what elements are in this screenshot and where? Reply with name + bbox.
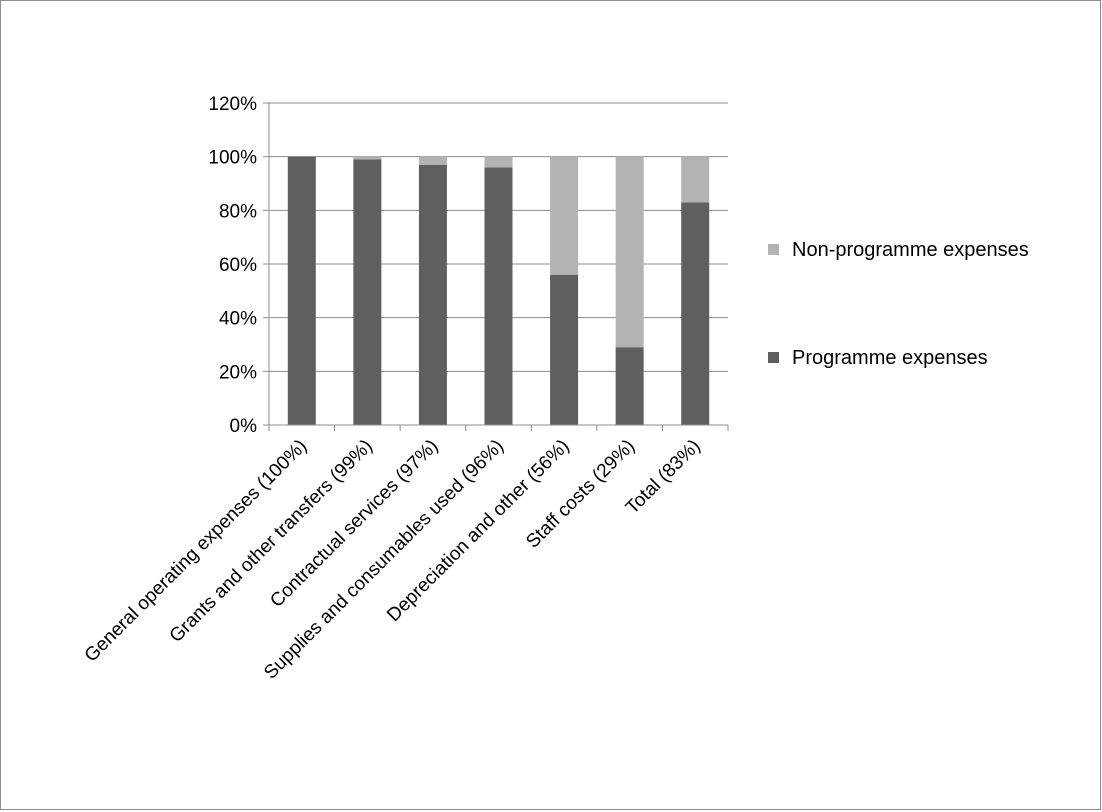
bar-programme — [287, 156, 316, 425]
y-tick-label: 20% — [219, 362, 257, 383]
bar-non-programme — [353, 156, 382, 160]
y-tick-label: 40% — [219, 309, 257, 330]
y-tick-label: 0% — [230, 416, 258, 437]
legend-item: Non-programme expenses — [768, 239, 1029, 261]
y-tick-labels: 0% 20% 40% 60% 80% 100% 120% — [208, 94, 257, 437]
bar-programme — [681, 202, 710, 425]
bar-non-programme — [681, 156, 710, 203]
bar-programme — [550, 274, 579, 425]
y-tick-label: 80% — [219, 201, 257, 222]
bar-programme — [353, 159, 382, 425]
y-tick-label: 100% — [208, 148, 257, 169]
category-label: Staff costs (29%) — [522, 436, 639, 553]
bar-non-programme — [484, 156, 513, 168]
legend: Non-programme expenses Programme expenses — [768, 239, 1029, 369]
legend-swatch — [768, 352, 779, 363]
category-label: Supplies and consumables used (96%) — [260, 436, 508, 684]
bar-programme — [418, 164, 447, 425]
bar-non-programme — [550, 156, 579, 275]
axes — [263, 102, 729, 431]
category-label: General operating expenses (100%) — [81, 436, 312, 667]
bar-programme — [484, 167, 513, 425]
y-tick-label: 120% — [208, 94, 257, 115]
bar-non-programme — [418, 156, 447, 165]
category-labels: General operating expenses (100%)Grants … — [81, 436, 705, 684]
bar-programme — [615, 347, 644, 425]
bars — [287, 156, 710, 425]
bar-non-programme — [615, 156, 644, 348]
legend-label: Programme expenses — [792, 347, 988, 369]
legend-label: Non-programme expenses — [792, 239, 1029, 261]
y-tick-label: 60% — [219, 255, 257, 276]
legend-item: Programme expenses — [768, 347, 988, 369]
legend-swatch — [768, 244, 779, 255]
